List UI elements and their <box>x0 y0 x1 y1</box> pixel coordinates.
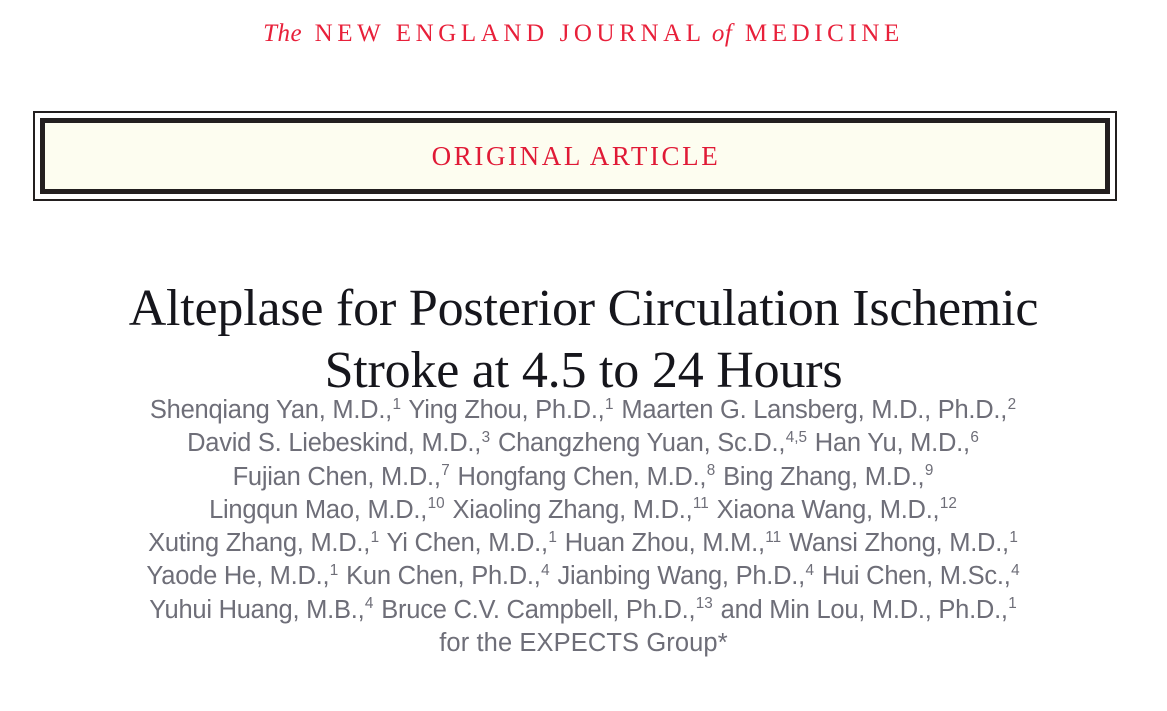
article-type-box-inner: ORIGINAL ARTICLE <box>40 118 1110 194</box>
page-title-line-2: Stroke at 4.5 to 24 Hours <box>324 341 843 399</box>
affiliation-marker: 13 <box>695 595 713 613</box>
masthead-of: of <box>711 20 733 47</box>
affiliation-marker: 1 <box>1009 528 1018 546</box>
affiliation-marker: 1 <box>392 395 402 413</box>
journal-masthead: The NEW ENGLAND JOURNAL of MEDICINE <box>0 19 1167 49</box>
author-line: Yuhui Huang, M.B.,4 Bruce C.V. Campbell,… <box>149 595 1017 624</box>
affiliation-marker: 10 <box>427 495 445 513</box>
affiliation-marker: 11 <box>692 495 709 513</box>
affiliation-marker: 9 <box>924 462 934 480</box>
article-type-box: ORIGINAL ARTICLE <box>33 111 1117 201</box>
affiliation-marker: 4,5 <box>785 428 807 446</box>
affiliation-marker: 6 <box>970 428 979 446</box>
page-title: Alteplase for Posterior Circulation Isch… <box>50 278 1117 402</box>
affiliation-marker: 1 <box>548 528 557 546</box>
author-group-line: for the EXPECTS Group* <box>439 629 728 658</box>
page-title-line-1: Alteplase for Posterior Circulation Isch… <box>128 279 1039 337</box>
author-line: Lingqun Mao, M.D.,10 Xiaoling Zhang, M.D… <box>209 495 957 524</box>
affiliation-marker: 4 <box>805 561 814 579</box>
affiliation-marker: 4 <box>541 561 550 579</box>
masthead-the: The <box>263 20 303 47</box>
affiliation-marker: 8 <box>706 462 716 480</box>
author-line: Shenqiang Yan, M.D.,1 Ying Zhou, Ph.D.,1… <box>149 395 1017 424</box>
article-type-label: ORIGINAL ARTICLE <box>431 141 721 171</box>
author-line: Fujian Chen, M.D.,7 Hongfang Chen, M.D.,… <box>232 462 934 491</box>
masthead-medicine: MEDICINE <box>744 20 904 47</box>
affiliation-marker: 7 <box>441 462 450 480</box>
author-list: Shenqiang Yan, M.D.,1 Ying Zhou, Ph.D.,1… <box>33 394 1134 660</box>
affiliation-marker: 1 <box>329 561 339 579</box>
affiliation-marker: 1 <box>605 395 614 413</box>
affiliation-marker: 11 <box>765 528 782 546</box>
affiliation-marker: 1 <box>370 528 380 546</box>
author-line: David S. Liebeskind, M.D.,3 Changzheng Y… <box>187 428 979 458</box>
affiliation-marker: 12 <box>939 495 957 513</box>
author-line: Yaode He, M.D.,1 Kun Chen, Ph.D.,4 Jianb… <box>146 561 1020 591</box>
affiliation-marker: 4 <box>1011 561 1020 579</box>
affiliation-marker: 4 <box>364 595 374 613</box>
affiliation-marker: 2 <box>1007 395 1017 413</box>
author-line: Xuting Zhang, M.D.,1 Yi Chen, M.D.,1 Hua… <box>148 528 1018 558</box>
affiliation-marker: 3 <box>481 428 491 446</box>
masthead-new-england-journal: NEW ENGLAND JOURNAL <box>314 20 706 47</box>
affiliation-marker: 1 <box>1008 595 1017 613</box>
